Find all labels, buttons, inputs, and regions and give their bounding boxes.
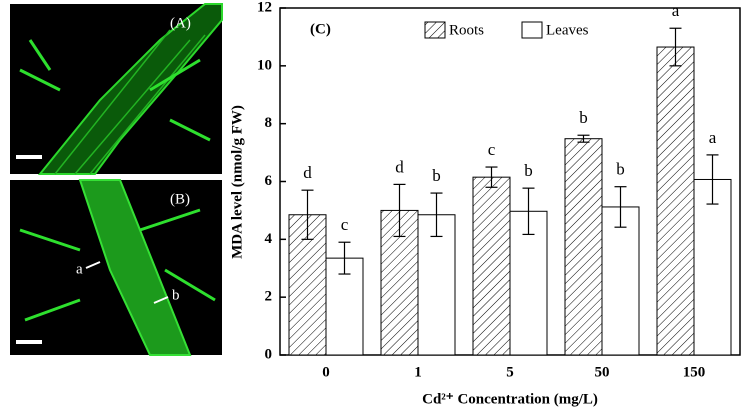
bar	[601, 206, 640, 356]
bar	[564, 138, 603, 356]
x-tick-label: 0	[322, 364, 330, 380]
x-tick-label: 50	[595, 364, 610, 380]
bar	[693, 178, 732, 356]
bar	[509, 210, 548, 356]
y-tick-label: 6	[265, 173, 273, 189]
significance-letter: d	[395, 157, 404, 176]
panel-label: (A)	[170, 15, 191, 31]
significance-letter: d	[303, 163, 312, 182]
bar	[472, 176, 511, 356]
significance-letter: a	[709, 128, 717, 147]
significance-letter: c	[488, 140, 496, 159]
chart-title: (C)	[310, 21, 331, 37]
root-hairs	[19, 208, 216, 322]
y-tick-label: 10	[257, 57, 272, 73]
significance-letter: c	[341, 215, 349, 234]
annotation: b	[172, 287, 180, 303]
x-tick-label: 150	[683, 364, 706, 380]
legend-label: Roots	[449, 22, 484, 38]
legend-swatch	[424, 21, 446, 39]
significance-letter: b	[616, 160, 625, 179]
y-tick-label: 8	[265, 115, 273, 131]
root-image	[78, 179, 192, 356]
significance-letter: a	[672, 1, 680, 20]
arrow	[153, 296, 169, 304]
scale-bar	[16, 340, 42, 344]
significance-letter: b	[524, 161, 533, 180]
y-tick-label: 4	[265, 231, 273, 247]
root-hairs	[19, 39, 211, 142]
panel-b: (B) a b	[10, 179, 222, 356]
y-tick-label: 0	[265, 346, 273, 362]
cell-walls	[54, 29, 206, 175]
panel-a: (A)	[10, 3, 223, 175]
y-tick-label: 12	[257, 0, 272, 15]
x-tick-label: 1	[414, 364, 422, 380]
y-tick-label: 2	[265, 289, 273, 305]
significance-letter: b	[579, 108, 588, 127]
y-axis-label: MDA level (nmol/g FW)	[229, 105, 245, 259]
scale-bar	[16, 155, 42, 159]
root-image	[37, 3, 223, 175]
bar	[417, 214, 456, 356]
x-axis-label: Cd²⁺ Concentration (mg/L)	[422, 391, 598, 407]
bar	[656, 46, 695, 356]
legend-label: Leaves	[546, 22, 589, 38]
annotation: a	[76, 261, 83, 277]
arrow	[85, 261, 101, 269]
x-tick-label: 5	[506, 364, 514, 380]
significance-letter: b	[432, 166, 441, 185]
panel-label: (B)	[170, 191, 190, 207]
legend-swatch	[521, 21, 543, 39]
